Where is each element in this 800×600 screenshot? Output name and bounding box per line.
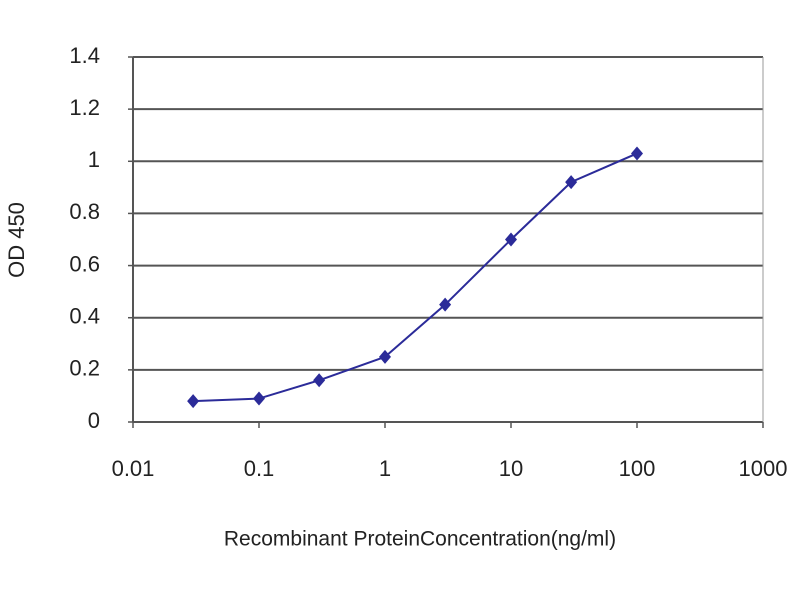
y-tick-label: 0.8 xyxy=(69,199,100,224)
data-line xyxy=(193,152,638,403)
data-point xyxy=(313,373,326,388)
data-point xyxy=(565,175,578,190)
x-tick-label: 0.1 xyxy=(244,456,275,481)
data-point xyxy=(439,297,452,312)
x-tick-label: 10 xyxy=(499,456,523,481)
data-point xyxy=(379,349,391,364)
y-axis-label: OD 450 xyxy=(4,202,29,278)
y-tick-label: 0.6 xyxy=(69,251,100,276)
y-tick-label: 0 xyxy=(88,408,100,433)
x-axis-label: Recombinant ProteinConcentration(ng/ml) xyxy=(224,528,616,551)
y-tick-label: 0.2 xyxy=(69,356,100,381)
data-point xyxy=(631,146,643,161)
x-tick-label: 1000 xyxy=(739,456,788,481)
data-point xyxy=(253,391,265,406)
y-tick-label: 1 xyxy=(88,147,100,172)
data-point xyxy=(187,394,200,409)
data-point xyxy=(505,232,517,247)
x-tick-label: 1 xyxy=(379,456,391,481)
y-tick-label: 1.2 xyxy=(69,95,100,120)
x-tick-label: 0.01 xyxy=(112,456,155,481)
y-tick-label: 1.4 xyxy=(69,43,100,68)
x-tick-label: 100 xyxy=(619,456,656,481)
y-tick-label: 0.4 xyxy=(69,304,100,329)
